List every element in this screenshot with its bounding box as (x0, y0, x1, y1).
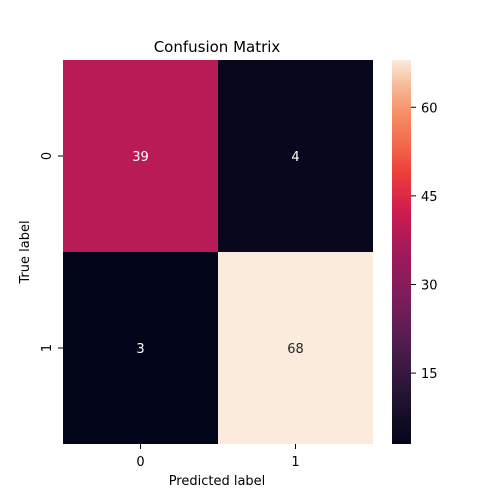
y-axis-ticks: 01 (40, 152, 63, 352)
colorbar-tick-label: 15 (421, 367, 438, 382)
chart-title: Confusion Matrix (154, 38, 281, 56)
cell-value-label: 39 (132, 150, 149, 165)
cell-value-label: 3 (136, 342, 144, 357)
colorbar-tick-label: 60 (421, 101, 438, 116)
y-tick-label: 0 (40, 152, 55, 160)
y-tick-label: 1 (40, 344, 55, 352)
y-axis-label: True label (18, 220, 33, 284)
x-axis-label: Predicted label (169, 474, 266, 489)
heatmap-cell (218, 60, 373, 252)
cell-value-label: 4 (291, 150, 299, 165)
heatmap-cell (63, 252, 218, 444)
colorbar-ticks: 15 30 45 60 (411, 101, 438, 382)
colorbar-tick-label: 45 (421, 190, 438, 205)
heatmap-cell (63, 60, 218, 252)
x-tick-label: 0 (136, 455, 144, 470)
colorbar-tick-label: 30 (421, 278, 438, 293)
x-tick-label: 1 (291, 455, 299, 470)
colorbar (392, 60, 411, 444)
heatmap-cells (63, 60, 373, 444)
cell-value-label: 68 (287, 342, 304, 357)
heatmap-cell-labels: 39 4 3 68 (132, 150, 304, 357)
heatmap-cell (218, 252, 373, 444)
